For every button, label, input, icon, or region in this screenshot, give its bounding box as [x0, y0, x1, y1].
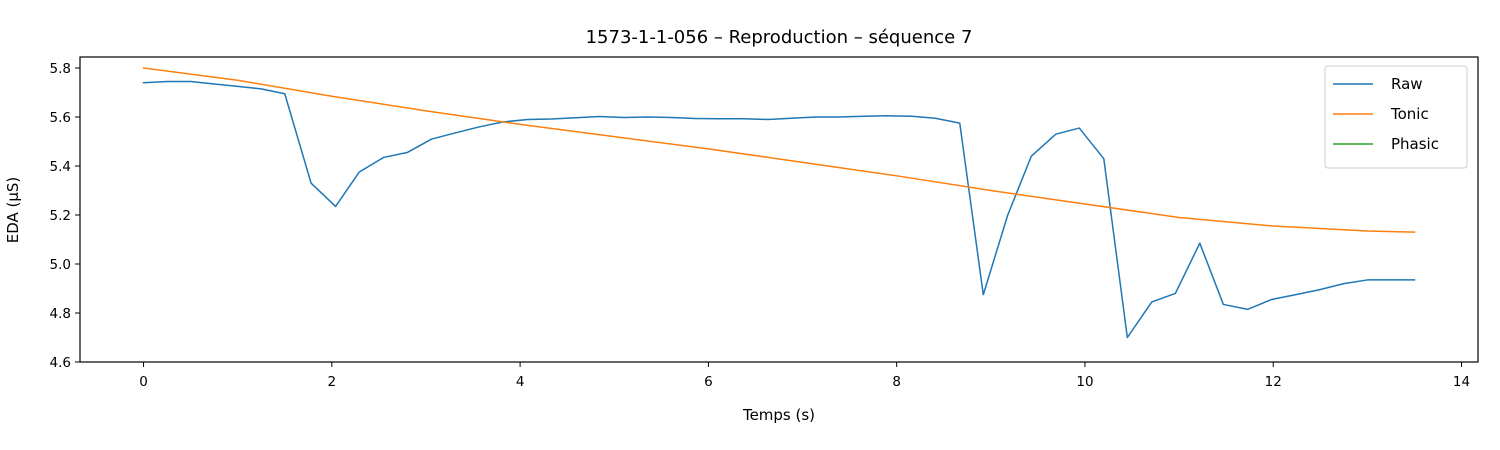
x-tick-label: 14: [1453, 374, 1470, 390]
series-line-raw: [142, 80, 1416, 339]
x-tick-label: 6: [704, 374, 713, 390]
plot-frame: [79, 56, 1479, 363]
legend-label-raw: Raw: [1391, 75, 1423, 93]
y-tick-label: 5.8: [50, 61, 71, 77]
x-tick-label: 12: [1265, 374, 1282, 390]
x-tick-label: 8: [892, 374, 901, 390]
legend-box: [1324, 65, 1468, 169]
x-axis-title: Temps (s): [742, 406, 815, 424]
y-axis-title: EDA (µS): [4, 177, 22, 244]
plot-area: 0 2 4 6 8 10 12 14 4.6 4.8 5.0 5.2 5.4 5.6 5.8: [50, 56, 1479, 390]
y-tick-label: 5.6: [50, 110, 71, 126]
chart-title: 1573-1-1-056 – Reproduction – séquence 7: [586, 27, 973, 48]
legend-label-phasic: Phasic: [1391, 135, 1439, 153]
y-tick-label: 5.0: [50, 257, 71, 273]
y-tick-label: 4.8: [50, 306, 71, 322]
x-tick-label: 0: [139, 374, 148, 390]
x-tick-label: 10: [1076, 374, 1093, 390]
legend-label-tonic: Tonic: [1390, 105, 1429, 123]
series-line-tonic: [142, 67, 1416, 233]
y-tick-label: 5.2: [50, 208, 71, 224]
y-tick-label: 5.4: [50, 159, 71, 175]
x-tick-label: 2: [328, 374, 337, 390]
y-tick-label: 4.6: [50, 355, 71, 371]
x-tick-label: 4: [516, 374, 525, 390]
legend: Raw Tonic Phasic: [1324, 65, 1468, 169]
